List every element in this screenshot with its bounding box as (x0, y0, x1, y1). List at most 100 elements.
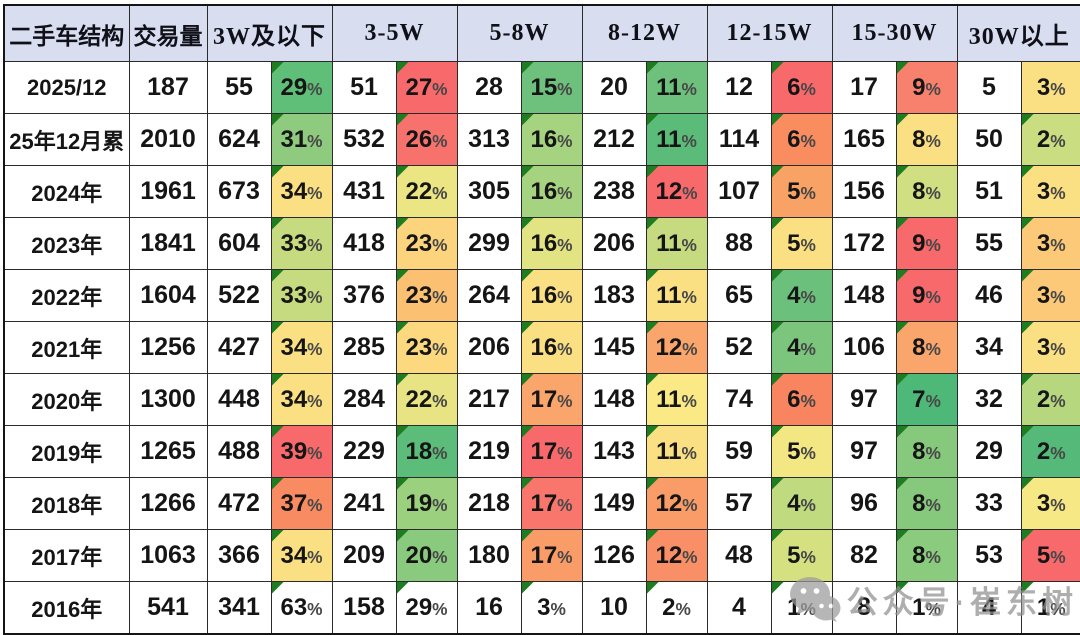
count-cell: 212 (581, 113, 647, 166)
table-row: 2019年 1265 488 39% 229 18% 219 17% 143 11% 59 5% 97 8… (3, 425, 1080, 478)
count-cell: 264 (456, 269, 522, 322)
price-group-header-2: 5-8W (456, 4, 583, 62)
share-cell: 8% (895, 321, 958, 374)
share-cell: 29% (270, 61, 333, 114)
cell-comment-marker (522, 530, 534, 542)
count-cell: 65 (706, 269, 772, 322)
share-cell: 8% (895, 165, 958, 218)
count-cell: 284 (331, 373, 397, 426)
cell-comment-marker (1022, 270, 1034, 282)
share-cell: 5% (770, 529, 833, 582)
share-cell: 6% (770, 373, 833, 426)
count-cell: 522 (206, 269, 272, 322)
share-cell: 22% (395, 373, 458, 426)
share-cell: 22% (395, 165, 458, 218)
cell-comment-marker (772, 166, 784, 178)
cell-comment-marker (1022, 374, 1034, 386)
share-cell: 11% (645, 113, 708, 166)
price-group-header-1: 3-5W (331, 4, 458, 62)
count-cell: 53 (956, 529, 1022, 582)
share-cell: 3% (1020, 165, 1080, 218)
count-cell: 106 (831, 321, 897, 374)
cell-comment-marker (522, 322, 534, 334)
count-cell: 29 (956, 425, 1022, 478)
table-row: 2023年 1841 604 33% 418 23% 299 16% 206 11% 88 5% 172… (3, 217, 1080, 270)
count-cell: 418 (331, 217, 397, 270)
row-label: 2020年 (3, 373, 130, 426)
count-cell: 148 (581, 373, 647, 426)
cell-comment-marker (772, 530, 784, 542)
share-cell: 26% (395, 113, 458, 166)
share-cell: 2% (1020, 425, 1080, 478)
cell-comment-marker (647, 322, 659, 334)
cell-comment-marker (897, 62, 909, 74)
cell-comment-marker (397, 270, 409, 282)
share-cell: 18% (395, 425, 458, 478)
count-cell: 34 (956, 321, 1022, 374)
count-cell: 55 (956, 217, 1022, 270)
share-cell: 2% (1020, 113, 1080, 166)
share-cell: 23% (395, 217, 458, 270)
cell-comment-marker (772, 218, 784, 230)
count-cell: 57 (706, 477, 772, 530)
share-cell: 33% (270, 269, 333, 322)
table-row: 2017年 1063 366 34% 209 20% 180 17% 126 12% 48 5% 82 8… (3, 529, 1080, 582)
share-cell: 12% (645, 321, 708, 374)
cell-comment-marker (272, 530, 284, 542)
table-header: 二手车结构 交易量 3W及以下 3-5W 5-8W 8-12W 12-15W 15-30W 30… (3, 4, 1080, 62)
share-cell: 7% (895, 373, 958, 426)
count-cell: 305 (456, 165, 522, 218)
count-cell: 376 (331, 269, 397, 322)
share-cell: 3% (1020, 217, 1080, 270)
share-cell: 1% (895, 581, 958, 635)
table-body: 2025/12 187 55 29% 51 27% 28 15% 20 11% 12 6% 17 9% 5 3… (3, 61, 1080, 635)
share-cell: 11% (645, 373, 708, 426)
share-cell: 4% (770, 269, 833, 322)
cell-comment-marker (397, 62, 409, 74)
share-cell: 16% (520, 269, 583, 322)
cell-comment-marker (772, 478, 784, 490)
share-cell: 12% (645, 165, 708, 218)
cell-comment-marker (647, 114, 659, 126)
count-cell: 4 (706, 581, 772, 635)
count-cell: 299 (456, 217, 522, 270)
cell-comment-marker (272, 114, 284, 126)
count-cell: 97 (831, 425, 897, 478)
share-cell: 5% (770, 217, 833, 270)
count-cell: 206 (581, 217, 647, 270)
share-cell: 4% (770, 477, 833, 530)
count-cell: 55 (206, 61, 272, 114)
count-cell: 114 (706, 113, 772, 166)
price-group-header-5: 15-30W (831, 4, 958, 62)
share-cell: 31% (270, 113, 333, 166)
share-cell: 16% (520, 113, 583, 166)
cell-comment-marker (897, 426, 909, 438)
share-cell: 23% (395, 269, 458, 322)
volume-cell: 1266 (128, 477, 208, 530)
row-label: 25年12月累 (3, 113, 130, 166)
count-cell: 427 (206, 321, 272, 374)
price-group-header-4: 12-15W (706, 4, 833, 62)
share-cell: 20% (395, 529, 458, 582)
count-cell: 285 (331, 321, 397, 374)
row-label: 2024年 (3, 165, 130, 218)
cell-comment-marker (897, 218, 909, 230)
count-cell: 149 (581, 477, 647, 530)
share-cell: 9% (895, 61, 958, 114)
cell-comment-marker (397, 218, 409, 230)
cell-comment-marker (1022, 114, 1034, 126)
share-cell: 5% (770, 165, 833, 218)
count-cell: 59 (706, 425, 772, 478)
count-cell: 20 (581, 61, 647, 114)
cell-comment-marker (272, 374, 284, 386)
volume-cell: 1063 (128, 529, 208, 582)
count-cell: 145 (581, 321, 647, 374)
cell-comment-marker (272, 62, 284, 74)
count-cell: 624 (206, 113, 272, 166)
share-cell: 8% (895, 113, 958, 166)
share-cell: 11% (645, 425, 708, 478)
count-cell: 4 (956, 581, 1022, 635)
count-cell: 51 (331, 61, 397, 114)
cell-comment-marker (897, 166, 909, 178)
cell-comment-marker (397, 530, 409, 542)
